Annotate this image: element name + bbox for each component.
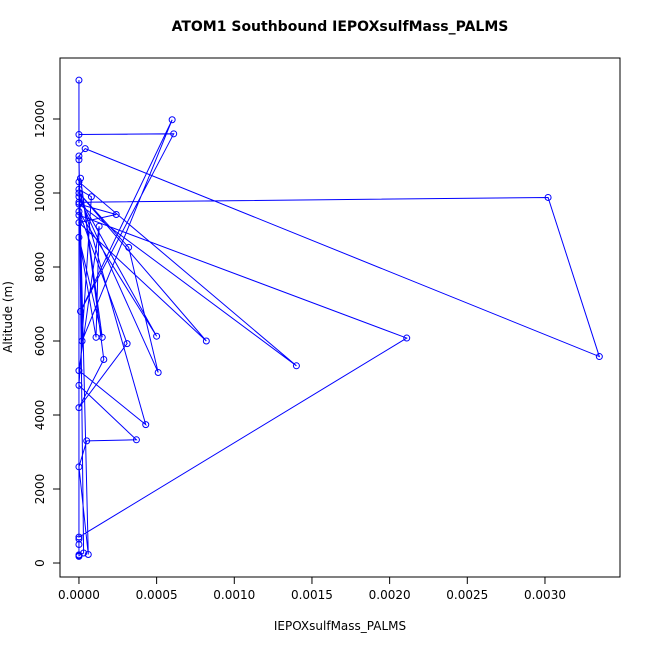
data-point xyxy=(75,463,83,471)
y-tick-label: 4000 xyxy=(33,400,47,431)
data-point xyxy=(292,362,300,370)
data-point xyxy=(83,437,91,445)
x-axis-label: IEPOXsulfMass_PALMS xyxy=(274,619,406,633)
y-tick-label: 0 xyxy=(33,559,47,567)
data-point xyxy=(544,193,552,201)
data-point xyxy=(75,367,83,375)
y-tick-label: 10000 xyxy=(33,174,47,212)
x-tick-label: 0.0000 xyxy=(58,588,100,602)
y-axis-label: Altitude (m) xyxy=(1,281,15,353)
data-point xyxy=(75,193,83,201)
data-point xyxy=(403,334,411,342)
data-point xyxy=(75,533,83,541)
data-point xyxy=(75,535,83,543)
chart-title: ATOM1 Southbound IEPOXsulfMass_PALMS xyxy=(172,19,509,35)
data-point xyxy=(125,243,133,251)
x-tick-label: 0.0025 xyxy=(446,588,488,602)
data-point xyxy=(75,211,83,219)
data-line xyxy=(77,80,601,557)
data-point xyxy=(202,337,210,345)
data-point xyxy=(595,353,603,361)
data-point xyxy=(112,210,120,218)
data-point xyxy=(75,156,83,164)
data-point xyxy=(123,340,131,348)
data-point xyxy=(75,76,83,84)
data-point xyxy=(75,551,83,559)
x-tick-label: 0.0030 xyxy=(524,588,566,602)
data-point xyxy=(92,333,100,341)
data-point xyxy=(75,219,83,227)
data-point xyxy=(153,332,161,340)
data-point xyxy=(100,356,108,364)
data-point xyxy=(75,152,83,160)
y-tick-label: 12000 xyxy=(33,100,47,138)
x-tick-label: 0.0015 xyxy=(291,588,333,602)
data-point xyxy=(75,404,83,412)
data-point xyxy=(95,222,103,230)
data-point xyxy=(84,551,92,559)
data-point xyxy=(168,116,176,124)
data-point xyxy=(78,337,86,345)
data-point xyxy=(87,193,95,201)
plot-frame xyxy=(59,57,621,578)
data-point xyxy=(75,381,83,389)
y-tick-label: 6000 xyxy=(33,326,47,357)
data-point xyxy=(75,185,83,193)
data-point xyxy=(75,208,83,216)
data-point xyxy=(81,145,89,153)
data-point xyxy=(75,200,83,208)
data-point xyxy=(75,189,83,197)
y-tick-label: 2000 xyxy=(33,474,47,505)
x-tick-label: 0.0020 xyxy=(369,588,411,602)
data-point xyxy=(75,131,83,139)
data-point xyxy=(77,174,85,182)
data-point xyxy=(75,233,83,241)
data-point xyxy=(142,421,150,429)
data-point xyxy=(132,436,140,444)
x-tick-label: 0.0005 xyxy=(136,588,178,602)
data-point xyxy=(75,139,83,147)
data-point xyxy=(154,368,162,376)
y-tick-label: 8000 xyxy=(33,252,47,283)
data-point xyxy=(77,307,85,315)
data-point xyxy=(170,130,178,138)
data-point xyxy=(75,178,83,186)
x-tick-label: 0.0010 xyxy=(213,588,255,602)
